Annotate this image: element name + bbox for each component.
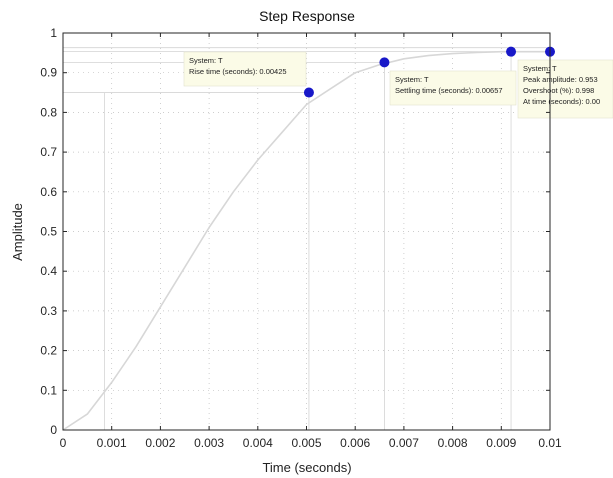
x-tick-label: 0.009 xyxy=(486,436,516,450)
x-tick-label: 0.006 xyxy=(340,436,370,450)
x-tick-label: 0.003 xyxy=(194,436,224,450)
data-tips: System: T Rise time (seconds): 0.00425 Sys… xyxy=(183,51,613,119)
x-tick-label: 0.001 xyxy=(97,436,127,450)
axes: 0 0.001 0.002 0.003 0.004 0.005 0.006 0.007 0.00… xyxy=(40,26,562,450)
data-marker[interactable] xyxy=(379,57,390,68)
x-tick-label: 0.005 xyxy=(291,436,321,450)
data-marker[interactable] xyxy=(506,46,517,57)
data-tip-text: System: T xyxy=(395,75,429,84)
y-tick-label: 0 xyxy=(50,423,57,437)
data-tip-box xyxy=(183,51,307,87)
data-marker[interactable] xyxy=(303,87,314,98)
y-tick-label: 0.4 xyxy=(40,264,57,278)
chart-title: Step Response xyxy=(259,8,355,24)
y-tick-label: 0.2 xyxy=(40,344,57,358)
data-tip-text: Rise time (seconds): 0.00425 xyxy=(189,67,287,76)
y-tick-label: 1 xyxy=(50,26,57,40)
x-tick-label: 0.007 xyxy=(389,436,419,450)
y-tick-label: 0.7 xyxy=(40,145,57,159)
data-tip-text: Peak amplitude: 0.953 xyxy=(523,75,598,84)
y-tick-label: 0.9 xyxy=(40,66,57,80)
y-tick-label: 0.3 xyxy=(40,304,57,318)
response-line xyxy=(62,50,550,431)
data-tip-text: Overshoot (%): 0.998 xyxy=(523,86,594,95)
y-tick-label: 0.5 xyxy=(40,225,57,239)
x-tick-label: 0 xyxy=(60,436,67,450)
y-tick-label: 0.6 xyxy=(40,185,57,199)
x-tick-label: 0.004 xyxy=(243,436,273,450)
data-tip-text: Settling time (seconds): 0.00657 xyxy=(395,86,503,95)
data-tip-text: At time (seconds): 0.00 xyxy=(523,97,600,106)
x-tick-label: 0.008 xyxy=(438,436,468,450)
data-tip-box xyxy=(517,59,613,119)
reference-lines xyxy=(63,47,550,430)
x-tick-label: 0.01 xyxy=(538,436,562,450)
response-curve xyxy=(62,50,550,431)
data-tip-text: System: T xyxy=(523,64,557,73)
x-tick-label: 0.002 xyxy=(145,436,175,450)
data-tip-text: System: T xyxy=(189,56,223,65)
data-tip-box xyxy=(389,70,517,106)
x-axis-label: Time (seconds) xyxy=(262,460,351,475)
y-axis-label: Amplitude xyxy=(10,203,25,261)
y-tick-label: 0.8 xyxy=(40,105,57,119)
y-tick-label: 0.1 xyxy=(40,383,57,397)
